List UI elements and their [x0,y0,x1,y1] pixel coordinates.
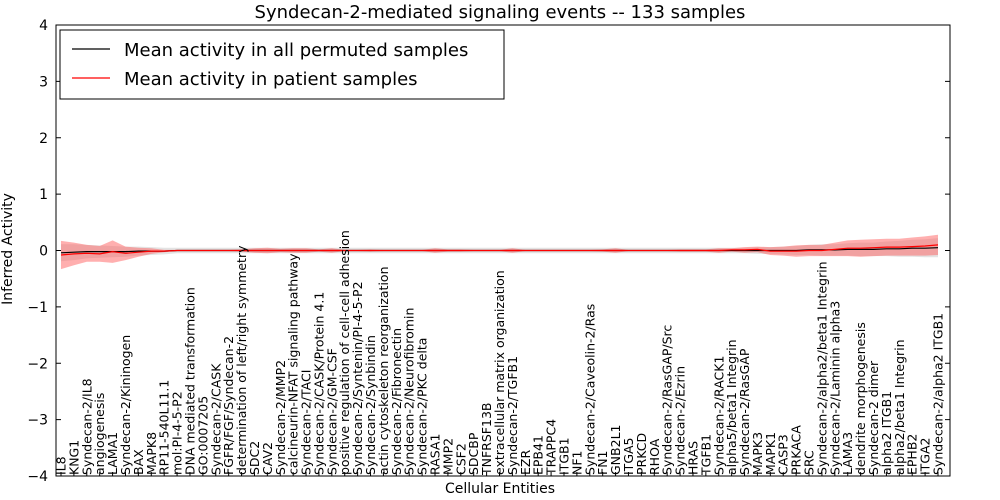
x-tick-label: Syndecan-2/TACI [299,370,314,475]
x-tick-label: TGFB1 [698,434,713,476]
x-tick-label: MAPK3 [750,432,765,475]
x-tick-label: Syndecan-2/alpha2/beta1 Integrin [814,261,829,475]
y-tick-label: −4 [27,469,48,485]
x-tick-label: KNG1 [66,440,81,475]
legend-label-patient: Mean activity in patient samples [124,69,418,90]
x-tick-label: Syndecan-2/Caveolin-2/Ras [582,304,597,475]
x-tick-label: PRKCD [634,433,649,475]
y-tick-label: 3 [39,74,48,90]
x-tick-label: IL8 [54,456,69,475]
x-tick-label: CAV2 [260,442,275,475]
x-tick-label: calcineurin-NFAT signaling pathway [286,253,301,475]
x-tick-label: Syndecan-2/RasGAP/Src [660,325,675,475]
x-tick-label: MAPK1 [763,432,778,475]
y-tick-label: 1 [39,187,48,203]
x-tick-label: MAPK8 [144,432,159,475]
x-tick-label: MMP2 [440,438,455,475]
x-tick-label: Syndecan-2/Laminin alpha3 [827,301,842,475]
x-tick-label: Syndecan-2 dimer [866,360,881,475]
x-axis-ticks [60,472,939,476]
line-patient [60,244,939,256]
legend: Mean activity in all permuted samples Me… [59,29,505,100]
x-tick-label: Syndecan-2/RACK1 [711,356,726,475]
x-tick-label: EPB41 [531,435,546,475]
x-tick-label: Syndecan-2/RasGAP [737,348,752,475]
series-lines [60,244,939,256]
y-axis-ticks: −4 −3 −2 −1 0 1 2 3 4 [27,18,950,485]
x-tick-label: SDC2 [247,441,262,475]
y-tick-label: 2 [39,131,48,147]
band-patient [61,234,938,270]
confidence-bands [61,234,938,270]
x-tick-label: Syndecan-2/GM-CSF [324,348,339,475]
x-tick-label: dendrite morphogenesis [853,322,868,475]
x-tick-label: BAX [131,449,146,475]
x-tick-label: RHOA [647,438,662,475]
x-tick-label: EPHB2 [905,434,920,475]
x-tick-label: RP11-540L11.1 [157,380,172,475]
x-tick-label: extracellular matrix organization [492,270,507,475]
x-tick-label: EZR [518,450,533,475]
x-tick-label: PRKACA [789,425,804,475]
x-tick-label: NF1 [569,451,584,476]
x-tick-label: CASP3 [776,434,791,475]
x-tick-label: Syndecan-2/TGFB1 [505,356,520,475]
x-tick-label: alpha2/beta1 Integrin [892,339,907,475]
y-tick-label: −2 [27,356,48,372]
x-tick-label: SDCBP [466,432,481,475]
x-tick-label: FGFR/FGF/Syndecan-2 [221,336,236,475]
legend-label-permuted: Mean activity in all permuted samples [124,40,468,61]
x-tick-label: Syndecan-2/CASK/Protein 4.1 [311,292,326,475]
legend-box [59,29,505,100]
x-tick-label: LAMA3 [840,432,855,475]
x-tick-label: SRC [802,450,817,475]
x-tick-label: alpha2 ITGB1 [879,391,894,475]
y-axis-label: Inferred Activity [0,193,16,305]
x-tick-label: positive regulation of cell-cell adhesio… [337,230,352,475]
x-tick-label: ITGA2 [918,437,933,475]
x-tick-label: TRAPPC4 [544,419,559,476]
x-tick-label: angiogenesis [92,393,107,475]
x-tick-label: GNB2L1 [608,425,623,475]
x-tick-label: Syndecan-2/Synbindin [363,335,378,475]
x-tick-label: ITGB1 [557,437,572,475]
y-tick-label: 0 [39,244,48,260]
x-tick-label: DNA mediated transformation [183,287,198,475]
x-tick-label: LAMA1 [105,432,120,475]
x-tick-label: determination of left/right symmetry [234,245,249,475]
x-tick-label: FN1 [595,451,610,476]
x-tick-label: Syndecan-2/Fibronectin [389,328,404,475]
x-tick-label: Syndecan-2/IL8 [79,378,94,475]
x-tick-labels: IL8KNG1Syndecan-2/IL8angiogenesisLAMA1Sy… [54,230,946,476]
x-tick-label: Syndecan-2/Kininogen [118,335,133,475]
x-tick-label: TNFRSF13B [479,403,494,476]
x-tick-label: Syndecan-2/Neurofibromin [402,308,417,475]
x-tick-label: GO:0007205 [195,396,210,475]
x-tick-label: Syndecan-2/PKC delta [415,338,430,475]
x-tick-label: mol:PI-4-5-P2 [170,391,185,475]
y-tick-label: −1 [27,300,48,316]
plot-frame [55,24,951,477]
x-tick-label: actin cytoskeleton reorganization [376,266,391,475]
y-tick-label: 4 [39,18,48,34]
y-tick-label: −3 [27,413,48,429]
chart-title: Syndecan-2-mediated signaling events -- … [255,2,746,23]
x-tick-label: alpha5/beta1 Integrin [724,339,739,475]
x-axis-label: Cellular Entities [445,481,555,497]
x-tick-label: ITGA5 [621,437,636,475]
band-permuted [61,238,938,262]
x-tick-label: Syndecan-2/CASK [208,363,223,475]
x-tick-label: Syndecan-2/Ezrin [673,366,688,475]
x-tick-label: Syndecan-2/alpha2 ITGB1 [931,313,946,475]
x-tick-label: HRAS [686,441,701,475]
x-tick-label: Syndecan-2/Syntenin/PI-4-5-P2 [350,281,365,475]
x-tick-label: CSF2 [453,443,468,475]
x-tick-label: Syndecan-2/MMP2 [273,360,288,475]
x-tick-label: RASA1 [428,434,443,475]
